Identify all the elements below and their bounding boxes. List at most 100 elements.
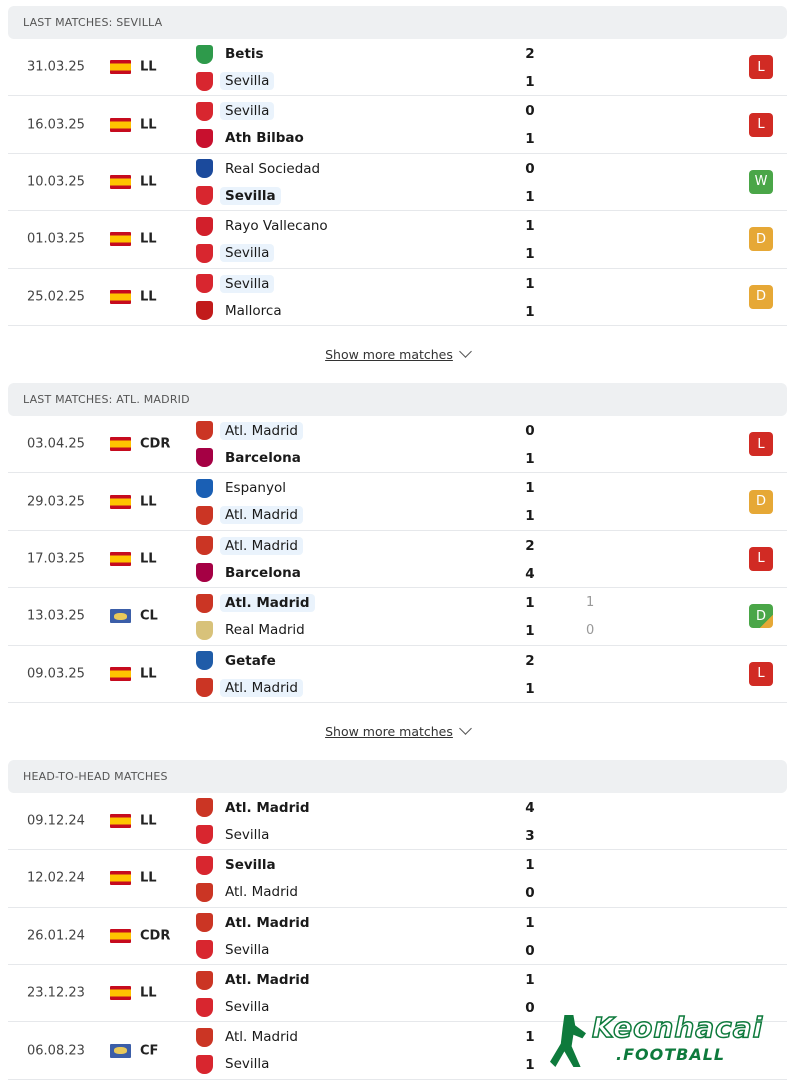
team-name: Sevilla [220,186,281,205]
team-name: Sevilla [220,72,275,90]
result-badge: L [749,546,773,571]
competition-label: CL [140,608,158,624]
result-badge: D [749,227,773,252]
team-home[interactable]: Sevilla [196,852,281,878]
match-date: 09.12.24 [27,813,85,829]
away-penalty-score: 0 [586,623,595,639]
team-home[interactable]: Sevilla [196,271,275,297]
team-home[interactable]: Atl. Madrid [196,1024,303,1050]
spain-flag-icon [110,60,131,75]
team-crest-icon [196,620,213,640]
team-home[interactable]: Real Sociedad [196,156,325,182]
match-row[interactable]: 17.03.25 LL Atl. Madrid 2 Barcelona 4 L [8,531,787,589]
show-more-matches-button[interactable]: Show more matches [8,326,787,383]
team-crest-icon [196,651,213,671]
match-date: 13.03.25 [27,608,85,624]
team-home[interactable]: Atl. Madrid [196,418,303,444]
team-crest-icon [196,71,213,91]
match-row[interactable]: 31.03.25 LL Betis 2 Sevilla 1 L [8,39,787,97]
match-row[interactable]: 03.04.25 CDR Atl. Madrid 0 Barcelona 1 L [8,416,787,474]
competition-label: CDR [140,436,171,452]
world-flag-icon [110,1043,131,1058]
match-row[interactable]: 09.03.25 LL Getafe 2 Atl. Madrid 1 L [8,646,787,703]
away-score: 1 [525,131,535,148]
home-penalty-score: 1 [586,595,595,611]
footballer-icon [550,1015,586,1067]
team-home[interactable]: Rayo Vallecano [196,213,333,239]
away-score: 0 [525,885,535,902]
team-away[interactable]: Sevilla [196,68,275,94]
match-date: 29.03.25 [27,494,85,510]
team-name: Sevilla [225,826,270,843]
team-away[interactable]: Real Madrid [196,617,310,643]
spain-flag-icon [110,871,131,886]
team-away[interactable]: Sevilla [196,183,281,209]
team-home[interactable]: Betis [196,41,269,67]
match-row[interactable]: 23.12.23 LL Atl. Madrid 1 Sevilla 0 [8,965,787,1023]
match-date: 17.03.25 [27,551,85,567]
team-crest-icon [196,159,213,179]
team-crest-icon [196,243,213,263]
away-score: 0 [525,942,535,959]
competition-label: LL [140,870,157,886]
home-score: 1 [525,480,535,497]
match-row[interactable]: 10.03.25 LL Real Sociedad 0 Sevilla 1 W [8,154,787,212]
team-away[interactable]: Atl. Madrid [196,502,303,528]
away-score: 1 [525,680,535,697]
team-home[interactable]: Atl. Madrid [196,590,315,616]
team-crest-icon [196,536,213,556]
team-crest-icon [196,216,213,236]
team-home[interactable]: Getafe [196,648,281,674]
show-more-label: Show more matches [325,723,453,739]
match-row[interactable]: 09.12.24 LL Atl. Madrid 4 Sevilla 3 [8,793,787,851]
team-crest-icon [196,186,213,206]
chevron-down-icon [459,722,472,736]
home-score: 1 [525,972,535,989]
result-badge: L [749,55,773,80]
spain-flag-icon [110,666,131,681]
spain-flag-icon [110,928,131,943]
show-more-matches-button[interactable]: Show more matches [8,703,787,760]
match-row[interactable]: 16.03.25 LL Sevilla 0 Ath Bilbao 1 L [8,96,787,154]
team-crest-icon [196,128,213,148]
team-away[interactable]: Sevilla [196,1051,274,1077]
team-crest-icon [196,1054,213,1074]
team-away[interactable]: Sevilla [196,994,274,1020]
competition-label: LL [140,813,157,829]
team-away[interactable]: Atl. Madrid [196,675,303,701]
match-row[interactable]: 25.02.25 LL Sevilla 1 Mallorca 1 D [8,269,787,326]
team-home[interactable]: Espanyol [196,475,291,501]
team-away[interactable]: Atl. Madrid [196,879,303,905]
match-row[interactable]: 29.03.25 LL Espanyol 1 Atl. Madrid 1 D [8,473,787,531]
team-away[interactable]: Barcelona [196,560,306,586]
team-crest-icon [196,505,213,525]
team-away[interactable]: Mallorca [196,298,287,324]
team-away[interactable]: Sevilla [196,822,274,848]
team-name: Atl. Madrid [220,678,303,697]
team-name: Atl. Madrid [220,506,303,525]
team-name: Atl. Madrid [220,536,303,555]
match-row[interactable]: 12.02.24 LL Sevilla 1 Atl. Madrid 0 [8,850,787,908]
team-crest-icon [196,1027,213,1047]
team-home[interactable]: Atl. Madrid [196,967,315,993]
competition-label: CF [140,1043,159,1059]
team-away[interactable]: Barcelona [196,445,306,471]
team-crest-icon [196,970,213,990]
result-badge: D [749,604,773,629]
team-name: Ath Bilbao [225,130,304,147]
team-home[interactable]: Atl. Madrid [196,795,315,821]
team-away[interactable]: Ath Bilbao [196,125,309,151]
team-home[interactable]: Sevilla [196,98,275,124]
spain-flag-icon [110,814,131,829]
match-row[interactable]: 01.03.25 LL Rayo Vallecano 1 Sevilla 1 D [8,211,787,269]
team-away[interactable]: Sevilla [196,937,274,963]
team-home[interactable]: Atl. Madrid [196,910,315,936]
match-row[interactable]: 13.03.25 CL Atl. Madrid 1 1 Real Madrid 1 0 D [8,588,787,646]
team-home[interactable]: Atl. Madrid [196,533,303,559]
team-crest-icon [196,825,213,845]
watermark-text: Keonhacai [591,1010,764,1045]
away-score: 3 [525,827,535,844]
team-crest-icon [196,421,213,441]
team-away[interactable]: Sevilla [196,240,275,266]
match-row[interactable]: 26.01.24 CDR Atl. Madrid 1 Sevilla 0 [8,908,787,966]
